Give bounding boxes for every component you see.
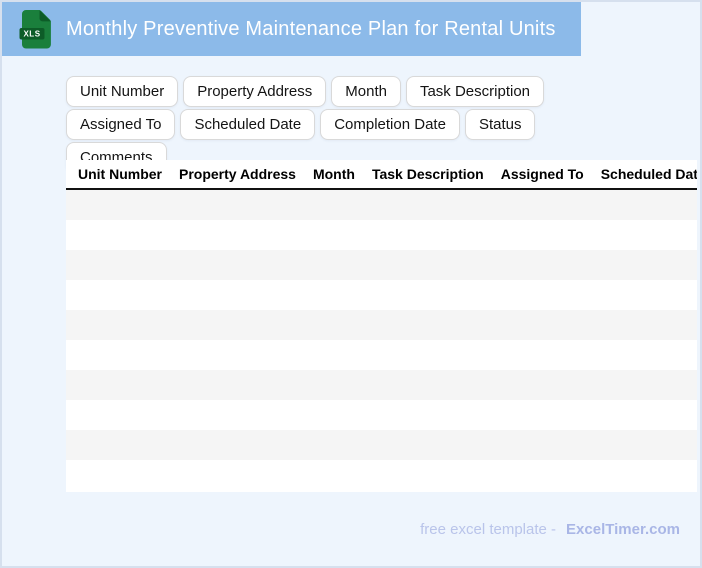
column-header-task-description: Task Description	[371, 166, 484, 182]
table-row	[66, 280, 697, 310]
column-header-assigned-to: Assigned To	[500, 166, 584, 182]
chip-task-description[interactable]: Task Description	[405, 76, 545, 107]
page-title: Monthly Preventive Maintenance Plan for …	[66, 17, 556, 40]
chip-unit-number[interactable]: Unit Number	[66, 76, 179, 107]
footer-credit: free excel template - ExcelTimer.com	[420, 518, 680, 540]
table-row	[66, 310, 697, 340]
table-row	[66, 250, 697, 280]
column-header-month: Month	[312, 166, 355, 182]
table-row	[66, 190, 697, 220]
spreadsheet-preview: Unit Number Property Address Month Task …	[66, 160, 697, 492]
chip-month[interactable]: Month	[331, 76, 401, 107]
table-row	[66, 220, 697, 250]
column-header-property-address: Property Address	[179, 166, 296, 182]
chip-assigned-to[interactable]: Assigned To	[66, 109, 176, 140]
footer-tagline: free excel template -	[420, 520, 557, 538]
column-header-unit-number: Unit Number	[78, 166, 162, 182]
xls-icon-label: XLS	[23, 30, 40, 39]
table-row	[66, 400, 697, 430]
xls-file-icon: XLS	[19, 10, 51, 49]
column-header-row: Unit Number Property Address Month Task …	[66, 160, 697, 190]
table-row	[66, 340, 697, 370]
table-row	[66, 430, 697, 460]
chip-status[interactable]: Status	[464, 109, 536, 140]
chip-completion-date[interactable]: Completion Date	[320, 109, 460, 140]
field-chips: Unit Number Property Address Month Task …	[66, 76, 638, 173]
table-row	[66, 370, 697, 400]
column-header-scheduled-date: Scheduled Date	[600, 166, 697, 182]
table-row	[66, 460, 697, 490]
footer-brand-link[interactable]: ExcelTimer.com	[566, 520, 680, 538]
header-bar: XLS Monthly Preventive Maintenance Plan …	[2, 2, 581, 56]
table-body	[66, 190, 697, 490]
chip-scheduled-date[interactable]: Scheduled Date	[180, 109, 316, 140]
chip-property-address[interactable]: Property Address	[183, 76, 327, 107]
